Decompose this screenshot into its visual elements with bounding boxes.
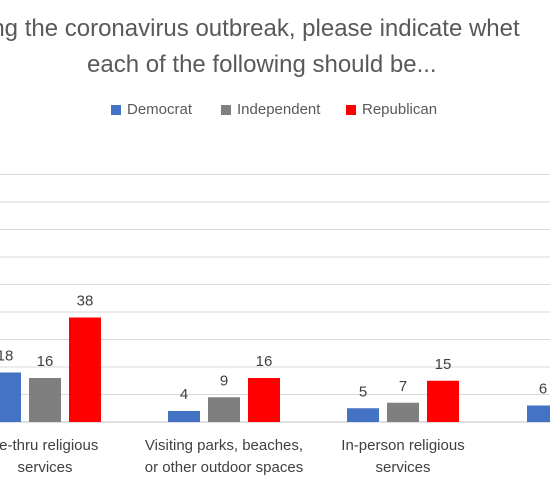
legend-label-democrat: Democrat [127,101,193,118]
category-label-2-line-1: services [375,459,431,476]
category-label-1-line-0: Visiting parks, beaches, [144,437,304,454]
category-label-0: ve-thru religious services [0,435,165,479]
data-label-democrat-3: 6 [539,381,547,398]
bar-democrat-3 [527,405,550,422]
legend-item-independent: Independent [221,101,320,118]
bar-democrat-1 [168,411,200,422]
bar-republican-0 [69,317,101,422]
bar-independent-0 [29,378,61,422]
data-label-republican-1: 16 [256,353,273,370]
bar-republican-1 [248,378,280,422]
data-label-independent-2: 7 [399,378,407,395]
legend-item-republican: Republican [346,101,437,118]
category-label-3: Protemar [463,435,550,479]
legend-swatch-independent [221,104,231,115]
legend-item-democrat: Democrat [111,101,192,118]
legend: Democrat Independent Republican [0,101,550,123]
bar-independent-1 [208,397,240,422]
category-label-0-line-1: services [17,459,73,476]
bar-independent-2 [387,402,419,422]
category-label-1: Visiting parks, beaches, or other outdoor… [104,435,344,479]
chart-title-line-2: each of the following should be... [87,51,437,78]
category-label-1-line-1: or other outdoor spaces [144,459,304,476]
data-label-republican-2: 15 [435,356,452,373]
legend-swatch-republican [346,104,356,115]
category-label-2-line-0: In-person religious [341,437,465,454]
legend-swatch-democrat [111,104,121,115]
bar-republican-2 [427,380,459,422]
chart-title-line-1: ing the coronavirus outbreak, please ind… [0,15,520,42]
legend-label-republican: Republican [362,101,438,118]
data-label-democrat-1: 4 [180,386,188,403]
category-label-3-line-1: mar [463,457,550,479]
data-label-republican-0: 38 [77,293,94,310]
data-label-independent-0: 16 [37,353,54,370]
category-label-2: In-person religious services [283,435,523,479]
legend-label-independent: Independent [237,101,321,118]
data-label-democrat-0: 18 [0,348,13,365]
category-label-0-line-0: ve-thru religious [0,437,99,454]
data-label-democrat-2: 5 [359,383,367,400]
data-label-independent-1: 9 [220,372,228,389]
category-label-3-line-0: Prote [463,435,550,457]
bar-democrat-2 [347,408,379,422]
bar-democrat-0 [0,372,21,422]
